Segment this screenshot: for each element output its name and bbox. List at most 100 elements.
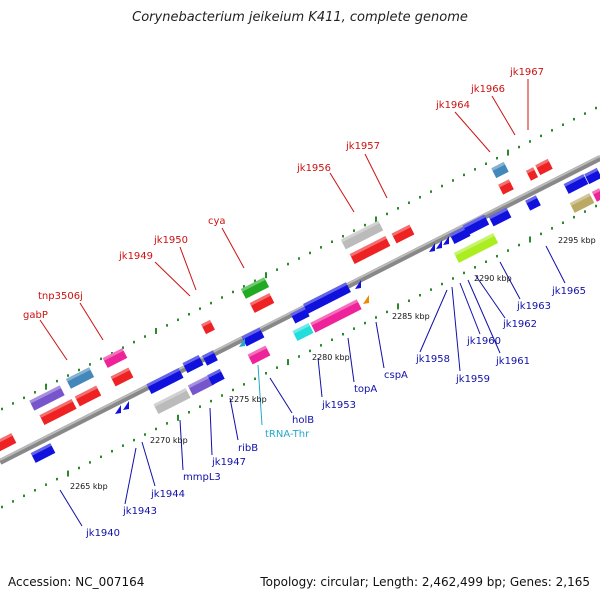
gene-label-jk1943[interactable]: jk1943 [122, 506, 157, 517]
gene-label-tnp3506j[interactable]: tnp3506j [38, 291, 83, 302]
scale-dot [298, 355, 300, 358]
leader-line-holB [269, 377, 293, 414]
leader-line-cya [221, 227, 245, 269]
leader-line-jk1950 [179, 246, 197, 291]
scale-dot [111, 450, 113, 453]
scale-dot [320, 246, 322, 249]
gene-box-blue [584, 167, 600, 185]
gene-label-topA[interactable]: topA [354, 384, 377, 395]
scale-dot [353, 229, 355, 232]
scale-dot [397, 207, 399, 210]
gene-label-jk1947[interactable]: jk1947 [211, 457, 246, 468]
small-feature-marker [429, 243, 435, 252]
scale-label: 2280 kbp [312, 353, 350, 362]
leader-line-jk1958 [419, 289, 448, 353]
gene-label-jk1963[interactable]: jk1963 [516, 301, 551, 312]
genome-title: Corynebacterium jeikeium K411, complete … [132, 10, 468, 25]
gene-label-jk1940[interactable]: jk1940 [85, 528, 120, 539]
gene-label-jk1960[interactable]: jk1960 [466, 336, 501, 347]
scale-label: 2275 kbp [229, 395, 267, 404]
gene-label-jk1961[interactable]: jk1961 [495, 356, 530, 367]
gene-box-blue [449, 226, 471, 244]
scale-major-tick [177, 414, 179, 421]
gene-label-jk1958[interactable]: jk1958 [415, 354, 450, 365]
gene-label-jk1953[interactable]: jk1953 [321, 400, 356, 411]
leader-line-jk1960 [459, 282, 481, 335]
scale-dot [386, 212, 388, 216]
leader-line-cspA [375, 321, 385, 369]
gene-label-cspA[interactable]: cspA [384, 370, 408, 381]
leader-line-trna [257, 364, 263, 426]
leader-line-jk1964 [454, 111, 491, 153]
gene-label-trna-thr[interactable]: tRNA-Thr [265, 429, 310, 440]
scale-dot [232, 388, 234, 392]
gene-label-jk1964[interactable]: jk1964 [435, 100, 470, 111]
scale-dot [133, 340, 135, 344]
scale-dot [188, 312, 190, 316]
scale-dot [518, 145, 520, 149]
gene-label-jk1950[interactable]: jk1950 [153, 235, 188, 246]
scale-dot [562, 221, 564, 224]
small-feature-marker [239, 338, 245, 347]
gene-label-jk1962[interactable]: jk1962 [502, 319, 537, 330]
scale-dot [155, 427, 157, 431]
gene-box-red [391, 224, 415, 244]
gene-label-mmpL3[interactable]: mmpL3 [183, 472, 221, 483]
scale-dot [1, 407, 3, 411]
small-feature-marker [363, 295, 369, 304]
scale-dot [540, 134, 542, 138]
gene-label-jk1956[interactable]: jk1956 [296, 163, 331, 174]
gene-box-purple [29, 385, 65, 411]
leader-line-mmpL3 [179, 419, 184, 471]
gene-label-jk1949[interactable]: jk1949 [118, 251, 153, 262]
scale-dot [364, 223, 366, 227]
scale-dot [430, 190, 432, 193]
scale-dot [100, 455, 102, 459]
leader-line-jk1965 [545, 245, 566, 284]
gene-label-jk1965[interactable]: jk1965 [551, 286, 586, 297]
scale-dot [210, 301, 212, 305]
gene-label-jk1959[interactable]: jk1959 [455, 374, 490, 385]
gene-box-grey [153, 387, 191, 415]
leader-line-jk1957 [364, 153, 388, 199]
scale-dot [331, 338, 333, 342]
scale-dot [210, 399, 212, 403]
scale-dot [221, 394, 223, 397]
gene-box-lime [453, 233, 499, 263]
scale-major-tick [265, 272, 267, 279]
scale-dot [12, 402, 14, 405]
scale-dot [298, 257, 300, 260]
scale-label: 2290 kbp [474, 274, 512, 283]
gene-label-jk1966[interactable]: jk1966 [470, 84, 505, 95]
scale-dot [34, 489, 36, 492]
gene-box-blue [30, 443, 56, 463]
gene-label-jk1967[interactable]: jk1967 [509, 67, 544, 78]
leader-line-gabP [39, 319, 68, 361]
scale-dot [56, 477, 58, 481]
gene-label-ribB[interactable]: ribB [238, 443, 258, 454]
scale-major-tick [67, 470, 69, 477]
scale-dot [474, 266, 476, 269]
small-feature-marker [355, 280, 361, 289]
gene-box-blue [290, 306, 310, 324]
scale-dot [89, 363, 91, 366]
gene-label-gabP[interactable]: gabP [23, 310, 48, 321]
scale-dot [254, 377, 256, 381]
gene-label-jk1944[interactable]: jk1944 [150, 489, 185, 500]
leader-line-jk1947 [209, 407, 213, 456]
gene-box-red [525, 167, 539, 181]
scale-dot [23, 494, 25, 498]
scale-dot [452, 277, 454, 280]
gene-label-jk1957[interactable]: jk1957 [345, 141, 380, 152]
small-feature-marker [443, 236, 449, 245]
scale-dot [133, 438, 135, 442]
leader-line-ribB [229, 397, 239, 441]
scale-label: 2270 kbp [150, 436, 188, 445]
gene-label-holB[interactable]: holB [292, 415, 314, 426]
gene-box-blue [462, 214, 490, 236]
small-feature-marker [123, 401, 129, 410]
scale-dot [485, 162, 487, 166]
gene-box-blue [563, 174, 589, 194]
gene-label-cya[interactable]: cya [208, 216, 226, 227]
scale-dot [419, 293, 421, 297]
